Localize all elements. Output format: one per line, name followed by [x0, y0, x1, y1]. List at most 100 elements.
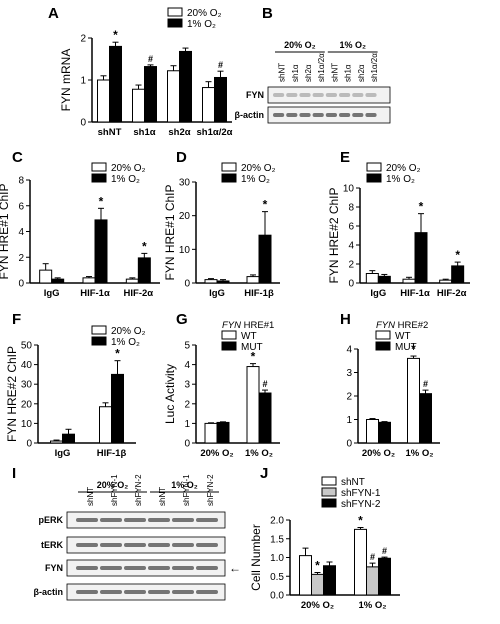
blot-band — [312, 113, 324, 117]
blot-band — [365, 93, 377, 97]
bar-20O-1 — [132, 88, 145, 123]
x-tick-label: HIF-2α — [437, 288, 467, 299]
significance-mark: * — [142, 239, 147, 253]
x-tick-label: 20% O₂ — [301, 600, 334, 611]
legend-label: 20% O₂ — [187, 8, 222, 19]
blot-row-label: β-actin — [34, 587, 64, 597]
blot-band — [286, 113, 298, 117]
panel-letter-g: G — [176, 311, 188, 328]
bar-20O-0 — [204, 279, 218, 284]
blot-band — [124, 518, 146, 522]
bar-1O-0 — [216, 280, 230, 284]
blot-panel-b: B 20% O₂ 1% O₂ shNT sh1α sh2α sh1α/2α shNT sh1α s… — [235, 5, 391, 124]
legend-label: WT — [395, 331, 411, 342]
legend-swatch — [91, 162, 107, 172]
y-tick-label: 4 — [184, 360, 190, 371]
blot-band — [196, 518, 218, 522]
legend-label: 1% O₂ — [111, 174, 140, 185]
lane-label: shNT — [330, 63, 339, 82]
significance-mark: * — [419, 200, 424, 214]
blot-band — [273, 93, 285, 97]
x-tick-label: 20% O₂ — [200, 448, 233, 459]
blot-band — [148, 590, 170, 594]
significance-mark: * — [115, 347, 120, 361]
legend-swatch — [221, 162, 237, 172]
blot-band — [286, 93, 298, 97]
blot-strip — [267, 86, 391, 104]
legend-label: shNT — [341, 477, 365, 488]
bar-1O-0 — [377, 275, 391, 284]
bar-1O-1 — [258, 234, 272, 284]
legend-swatch — [221, 330, 237, 340]
y-tick-label: 20 — [179, 211, 191, 222]
lane-label: sh2α — [304, 64, 313, 82]
y-tick-label: 4 — [18, 227, 24, 238]
legend-title: FYN HRE#2 — [376, 320, 428, 331]
x-tick-label: HIF-2α — [124, 288, 154, 299]
bar-WT-0 — [204, 422, 218, 444]
legend-label: 1% O₂ — [386, 174, 415, 185]
y-tick-label: 0 — [184, 439, 190, 450]
y-tick-label: 0 — [348, 279, 354, 290]
bar-MUT-0 — [378, 421, 391, 444]
legend-label: shFYN-2 — [341, 499, 381, 510]
significance-mark: * — [263, 198, 268, 212]
panel-letter-j: J — [260, 465, 268, 482]
bar-1O-1 — [94, 219, 108, 284]
y-tick-label: 3 — [346, 368, 352, 379]
y-tick-label: 1.5 — [270, 534, 284, 545]
lane-label: shNT — [86, 487, 95, 506]
bar-20O-1 — [99, 406, 112, 444]
bar-20O-2 — [167, 70, 180, 123]
legend-label: MUT — [395, 342, 417, 353]
blot-band — [352, 93, 364, 97]
y-tick-label: 3 — [184, 380, 190, 391]
blot-band — [339, 113, 351, 117]
lane-label: shFYN-1 — [182, 474, 191, 506]
legend-label: WT — [241, 331, 257, 342]
blot-band — [352, 113, 364, 117]
y-tick-label: 6 — [18, 201, 24, 212]
blot-band — [100, 590, 122, 594]
panel-letter-b: B — [262, 5, 273, 22]
bar-20O-0 — [39, 269, 53, 284]
lane-label: shFYN-1 — [110, 474, 119, 506]
group-label: 20% O₂ — [97, 480, 129, 490]
lane-label: sh1α — [344, 64, 353, 82]
bar-MUT-1 — [419, 393, 432, 444]
y-tick-label: 6 — [348, 222, 354, 233]
y-axis-label: FYN HRE#1 ChIP — [163, 184, 177, 280]
x-tick-label: HIF-1β — [244, 288, 274, 299]
significance-mark: # — [262, 379, 267, 389]
blot-band — [312, 93, 324, 97]
lane-label: sh1α/2α — [317, 53, 326, 82]
y-tick-label: 0 — [80, 118, 86, 129]
bar-1O-1 — [144, 66, 157, 123]
blot-row-label: pERK — [39, 515, 64, 525]
y-tick-label: 20 — [21, 399, 33, 410]
panel-letter-c: C — [12, 149, 23, 166]
y-tick-label: 40 — [21, 360, 33, 371]
blot-row-label: β-actin — [235, 110, 265, 120]
y-axis-label: Luc Activity — [163, 364, 177, 424]
bar-20O-2 — [439, 279, 453, 284]
blot-band — [196, 566, 218, 570]
blot-row-label: FYN — [45, 563, 63, 573]
panel-letter-f: F — [12, 311, 21, 328]
y-axis-label: FYN mRNA — [59, 49, 73, 112]
bar-WT-1 — [407, 357, 420, 444]
bar-20O-0 — [50, 440, 63, 444]
blot-band — [339, 93, 351, 97]
y-tick-label: 0 — [26, 439, 32, 450]
legend-label: 1% O₂ — [241, 174, 270, 185]
bar-WT-0 — [366, 419, 379, 444]
significance-mark: # — [148, 54, 153, 64]
bar-1O-1 — [111, 373, 124, 444]
blot-band — [76, 518, 98, 522]
x-tick-label: 1% O₂ — [359, 600, 387, 611]
legend-label: 20% O₂ — [111, 163, 146, 174]
panel-letter-e: E — [340, 149, 350, 166]
blot-band — [196, 543, 218, 547]
